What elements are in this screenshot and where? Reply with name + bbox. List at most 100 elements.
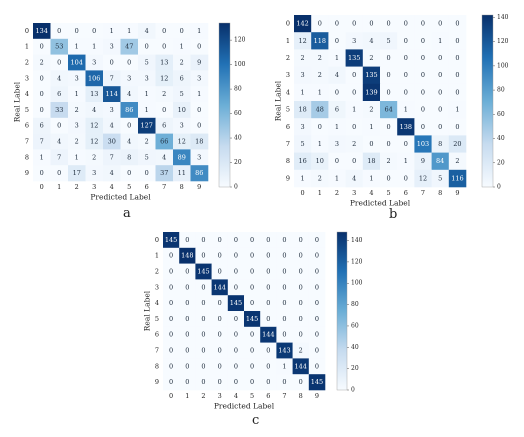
cell-value-label: 0 <box>92 27 96 35</box>
cell-value-label: 114 <box>106 90 118 98</box>
cell-value-label: 7 <box>40 138 44 146</box>
heatmap-cell <box>311 66 329 85</box>
heatmap-cell <box>328 101 346 119</box>
cell-value-label: 0 <box>201 331 205 339</box>
heatmap-cell <box>195 279 212 296</box>
cell-value-label: 0 <box>438 123 442 131</box>
heatmap-cell <box>85 165 104 182</box>
cell-value-label: 0 <box>404 20 408 28</box>
cell-value-label: 0 <box>438 71 442 79</box>
heatmap-cell <box>380 83 398 102</box>
heatmap-cell <box>345 118 364 136</box>
heatmap-cell <box>155 54 174 71</box>
heatmap-cell <box>195 232 212 249</box>
cell-value-label: 4 <box>92 106 96 114</box>
cell-value-label: 0 <box>250 362 254 370</box>
cell-value-label: 0 <box>40 74 44 82</box>
cell-value-label: 0 <box>169 252 173 260</box>
cell-value-label: 103 <box>417 140 429 148</box>
heatmap-cell <box>190 54 209 71</box>
cell-value-label: 0 <box>299 299 303 307</box>
heatmap-cell <box>311 32 329 50</box>
cell-value-label: 5 <box>145 59 149 67</box>
heatmap-cell <box>155 70 174 87</box>
cell-value-label: 3 <box>75 122 79 130</box>
heatmap-cell <box>173 54 191 71</box>
cell-value-label: 0 <box>201 315 205 323</box>
x-tick-label: 1 <box>318 189 322 197</box>
heatmap-cell <box>155 149 174 166</box>
heatmap-cell <box>190 70 209 87</box>
cell-value-label: 3 <box>110 106 114 114</box>
heatmap-cell <box>260 263 277 280</box>
y-tick-label: 4 <box>286 88 290 96</box>
heatmap-cell <box>294 118 312 136</box>
cell-value-label: 0 <box>421 123 425 131</box>
heatmap-cell <box>311 49 329 67</box>
heatmap-cell <box>244 342 261 359</box>
x-tick-label: 1 <box>185 392 189 400</box>
cell-value-label: 0 <box>218 236 222 244</box>
colorbar-tick-label: 60 <box>351 322 359 329</box>
heatmap-cell <box>68 38 86 55</box>
heatmap-cell <box>211 342 229 359</box>
y-tick-label: 3 <box>155 283 159 291</box>
cell-value-label: 0 <box>250 252 254 260</box>
y-tick-label: 3 <box>286 71 290 79</box>
heatmap-cell <box>448 101 467 119</box>
cell-value-label: 0 <box>169 268 173 276</box>
heatmap-cell <box>311 101 329 119</box>
heatmap-cell <box>211 295 229 312</box>
heatmap-cell <box>173 70 191 87</box>
heatmap-cell <box>308 358 326 375</box>
heatmap-cell <box>328 152 346 171</box>
cell-value-label: 1 <box>145 106 149 114</box>
x-tick-label: 8 <box>438 189 442 197</box>
cell-value-label: 0 <box>282 378 286 386</box>
heatmap-cell <box>85 86 104 103</box>
heatmap-cell <box>138 23 156 40</box>
heatmap-cell <box>211 311 229 328</box>
cell-value-label: 138 <box>400 123 412 131</box>
panel-letter-b: b <box>389 207 398 222</box>
heatmap-cell <box>50 86 69 103</box>
heatmap-cell <box>179 326 196 343</box>
cell-value-label: 0 <box>282 268 286 276</box>
heatmap-cell <box>227 295 245 312</box>
heatmap-cell <box>380 152 398 171</box>
cell-value-label: 0 <box>218 331 222 339</box>
y-tick-label: 7 <box>155 347 159 355</box>
cell-value-label: 4 <box>127 90 131 98</box>
cell-value-label: 104 <box>71 59 83 67</box>
cell-value-label: 127 <box>141 122 153 130</box>
cell-value-label: 0 <box>57 27 61 35</box>
y-tick-label: 6 <box>286 123 290 131</box>
heatmap-cell <box>328 15 346 33</box>
x-tick-label: 3 <box>352 189 356 197</box>
heatmap-cell <box>120 86 139 103</box>
heatmap-cell <box>85 23 104 40</box>
heatmap-cell <box>179 358 196 375</box>
cell-value-label: 0 <box>404 71 408 79</box>
cell-value-label: 3 <box>127 74 131 82</box>
cell-value-label: 0 <box>315 283 319 291</box>
cell-value-label: 118 <box>314 37 326 45</box>
y-tick-label: 5 <box>286 106 290 114</box>
heatmap-cell <box>190 23 209 40</box>
cell-value-label: 10 <box>178 106 186 114</box>
heatmap-cell <box>294 152 312 171</box>
colorbar-tick-label: 20 <box>351 365 359 372</box>
heatmap-cell <box>211 247 229 264</box>
cell-value-label: 142 <box>296 20 308 28</box>
heatmap-cell <box>163 358 180 375</box>
colorbar-tick-label: 140 <box>497 14 509 21</box>
cell-value-label: 0 <box>421 37 425 45</box>
cell-value-label: 0 <box>352 88 356 96</box>
x-tick-label: 4 <box>369 189 373 197</box>
cell-value-label: 3 <box>301 123 305 131</box>
cell-value-label: 3 <box>335 140 339 148</box>
heatmap-cell <box>362 32 381 50</box>
cell-value-label: 1 <box>301 88 305 96</box>
heatmap-cell <box>190 149 209 166</box>
heatmap-cell <box>173 133 191 150</box>
